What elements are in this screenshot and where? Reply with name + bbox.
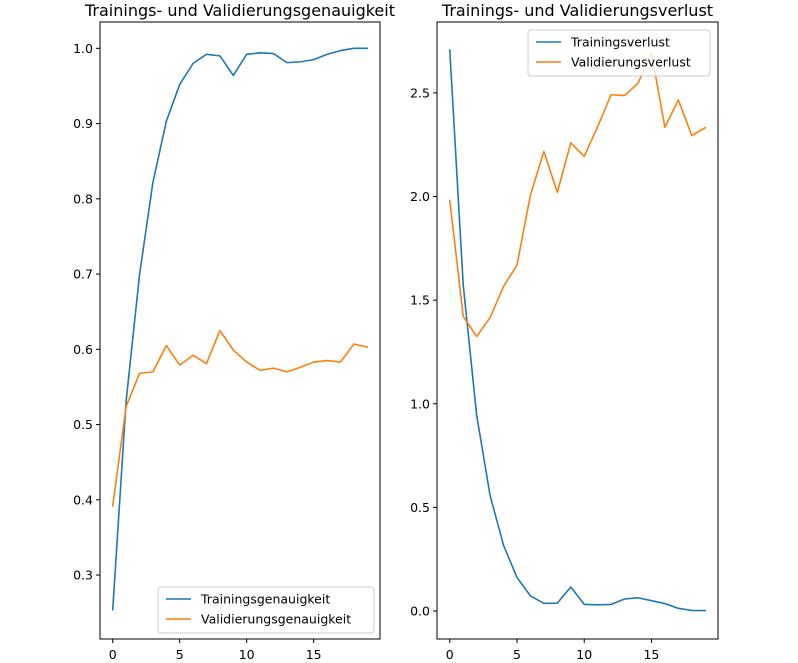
axes-frame xyxy=(436,21,719,640)
y-axis: 0.0 0.5 1.0 1.5 2.0 2.5 xyxy=(410,85,437,619)
plot-area xyxy=(448,49,707,612)
y-tick-label: 0.3 xyxy=(73,568,93,583)
y-tick-label: 2.0 xyxy=(410,189,430,204)
x-axis: 0 5 10 15 xyxy=(109,639,322,662)
loss-chart: Trainings- und Validierungsverlust 0 5 10 1… xyxy=(410,1,719,662)
y-tick-label: 1.0 xyxy=(410,396,430,411)
legend-box xyxy=(157,586,375,634)
y-tick-label: 0.7 xyxy=(73,267,93,282)
x-tick-label: 5 xyxy=(513,647,521,662)
chart-title: Trainings- und Validierungsgenauigkeit xyxy=(84,1,395,20)
x-tick-label: 0 xyxy=(109,647,117,662)
plot-area xyxy=(111,47,369,611)
legend-label: Validierungsgenauigkeit xyxy=(201,612,351,627)
legend-label: Trainingsverlust xyxy=(570,35,670,50)
y-axis: 0.3 0.4 0.5 0.6 0.7 0.8 0.9 1.0 xyxy=(73,41,100,583)
y-tick-label: 0.9 xyxy=(73,116,93,131)
x-tick-label: 5 xyxy=(176,647,184,662)
y-tick-label: 1.5 xyxy=(410,293,430,308)
y-tick-label: 0.0 xyxy=(410,604,430,619)
accuracy-chart: Trainings- und Validierungsgenauigkeit 0… xyxy=(73,1,395,662)
y-tick-label: 0.8 xyxy=(73,191,93,206)
x-tick-label: 10 xyxy=(239,647,255,662)
series-line-training xyxy=(448,49,707,612)
legend: Trainingsverlust Validierungsverlust xyxy=(527,29,711,77)
series-line-validation xyxy=(448,52,707,338)
legend-label: Validierungsverlust xyxy=(571,55,691,70)
legend-box xyxy=(527,29,711,77)
x-axis: 0 5 10 15 xyxy=(446,639,659,662)
series-line-training xyxy=(111,47,369,611)
y-tick-label: 1.0 xyxy=(73,41,93,56)
legend: Trainingsgenauigkeit Validierungsgenauigk… xyxy=(157,586,375,634)
x-tick-label: 15 xyxy=(306,647,322,662)
chart-title: Trainings- und Validierungsverlust xyxy=(441,1,713,20)
x-tick-label: 0 xyxy=(446,647,454,662)
x-tick-label: 10 xyxy=(576,647,592,662)
legend-label: Trainingsgenauigkeit xyxy=(200,592,330,607)
y-tick-label: 2.5 xyxy=(410,85,430,100)
y-tick-label: 0.5 xyxy=(410,500,430,515)
y-tick-label: 0.6 xyxy=(73,342,93,357)
x-tick-label: 15 xyxy=(643,647,659,662)
y-tick-label: 0.4 xyxy=(73,492,93,507)
series-line-validation xyxy=(111,329,369,507)
axes-frame xyxy=(99,21,381,640)
y-tick-label: 0.5 xyxy=(73,417,93,432)
